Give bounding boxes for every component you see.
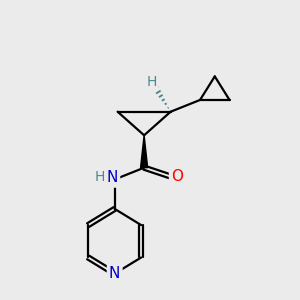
Text: N: N — [106, 170, 118, 185]
Polygon shape — [141, 135, 148, 168]
Text: H: H — [94, 170, 104, 184]
Text: H: H — [146, 75, 157, 89]
Text: N: N — [109, 266, 120, 281]
Text: O: O — [171, 169, 183, 184]
